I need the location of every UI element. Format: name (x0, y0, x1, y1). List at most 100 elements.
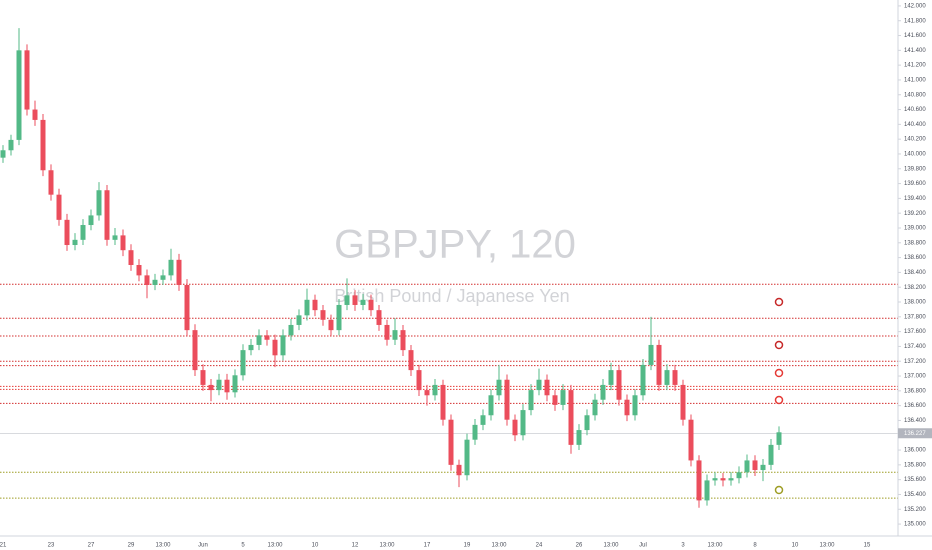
x-tick-label: 13:00 (603, 543, 619, 549)
candle-body (520, 410, 526, 436)
x-tick-label: Jun (198, 543, 208, 549)
candle-body (592, 399, 598, 416)
candle-body (584, 415, 590, 431)
watermark-title: GBPJPY, 120 (334, 223, 576, 267)
candle-body (720, 478, 726, 481)
candle-body (152, 279, 158, 285)
x-tick-label: 5 (241, 543, 245, 549)
y-tick-label: 140.000 (904, 152, 926, 158)
x-tick-label: 19 (464, 543, 471, 549)
candle-body (456, 464, 462, 476)
candle-body (408, 350, 414, 371)
y-tick-label: 138.200 (904, 285, 926, 291)
candle-body (96, 190, 102, 216)
candle-body (40, 119, 46, 171)
candle-body (704, 480, 710, 501)
candle-body (112, 235, 118, 240)
x-tick-label: Jul (639, 543, 647, 549)
x-tick-label: 3 (681, 543, 685, 549)
x-tick-label: 29 (128, 543, 135, 549)
candle-body (512, 419, 518, 436)
candle-body (624, 399, 630, 416)
candle-body (360, 299, 366, 305)
x-tick-label: 12 (352, 543, 359, 549)
x-tick-label: 13:00 (819, 543, 835, 549)
candle-body (648, 344, 654, 365)
candle-body (232, 375, 238, 393)
y-tick-label: 135.400 (904, 492, 926, 498)
x-tick-label: 13:00 (491, 543, 507, 549)
candle-body (320, 310, 326, 320)
y-tick-label: 138.000 (904, 300, 926, 306)
candle-body (416, 370, 422, 391)
y-tick-label: 139.600 (904, 181, 926, 187)
candle-body (144, 275, 150, 285)
y-tick-label: 141.400 (904, 48, 926, 54)
candle-body (672, 370, 678, 385)
x-tick-label: 10 (792, 543, 799, 549)
candle-body (504, 379, 510, 420)
y-tick-label: 141.200 (904, 63, 926, 69)
candle-body (448, 419, 454, 465)
candle-body (480, 415, 486, 425)
alerts (774, 297, 784, 495)
y-tick-label: 141.800 (904, 18, 926, 24)
x-tick-label: 13:00 (155, 543, 171, 549)
candle-body (104, 190, 110, 240)
x-tick-label: 15 (864, 543, 871, 549)
alert-icon[interactable] (774, 368, 784, 378)
candle-body (312, 299, 318, 311)
x-tick-label: 26 (576, 543, 583, 549)
y-tick-label: 141.000 (904, 78, 926, 84)
candle-body (224, 379, 230, 393)
candle-body (544, 379, 550, 396)
x-tick-label: 24 (536, 543, 543, 549)
candle-body (128, 250, 134, 265)
y-tick-label: 137.000 (904, 374, 926, 380)
y-tick-label: 138.400 (904, 270, 926, 276)
y-tick-label: 139.800 (904, 166, 926, 172)
candle-body (272, 339, 278, 356)
x-tick-label: 10 (312, 543, 319, 549)
candle-body (528, 390, 534, 411)
y-tick-label: 139.000 (904, 226, 926, 232)
candle-body (664, 370, 670, 385)
candle-body (72, 239, 78, 246)
candle-body (80, 225, 86, 240)
candle-body (288, 324, 294, 336)
alert-icon[interactable] (774, 395, 784, 405)
candle-body (400, 330, 406, 351)
candle-body (752, 460, 758, 471)
y-tick-label: 137.200 (904, 359, 926, 365)
candle-body (256, 335, 262, 345)
candle-body (560, 390, 566, 405)
candle-body (296, 315, 302, 325)
y-tick-label: 136.600 (904, 403, 926, 409)
alert-icon[interactable] (774, 340, 784, 350)
candle-body (248, 344, 254, 351)
candle-body (568, 390, 574, 445)
y-tick-label: 140.200 (904, 137, 926, 143)
alert-icon[interactable] (774, 485, 784, 495)
candle-body (64, 219, 70, 246)
y-tick-label: 141.600 (904, 33, 926, 39)
alert-icon[interactable] (774, 297, 784, 307)
candle-body (280, 335, 286, 356)
y-tick-label: 137.800 (904, 314, 926, 320)
candle-body (464, 439, 470, 476)
candle-body (776, 432, 782, 445)
y-tick-label: 137.400 (904, 344, 926, 350)
candle-body (136, 265, 142, 276)
watermark-subtitle: British Pound / Japanese Yen (334, 286, 569, 306)
candle-body (160, 275, 166, 280)
candle-body (120, 235, 126, 251)
y-tick-label: 136.400 (904, 418, 926, 424)
y-tick-label: 140.600 (904, 107, 926, 113)
y-tick-label: 138.600 (904, 255, 926, 261)
candle-body (424, 390, 430, 396)
candle-body (640, 364, 646, 396)
y-tick-label: 137.600 (904, 329, 926, 335)
x-tick-label: 13:00 (707, 543, 723, 549)
candle-body (344, 295, 350, 305)
candle-body (432, 384, 438, 396)
